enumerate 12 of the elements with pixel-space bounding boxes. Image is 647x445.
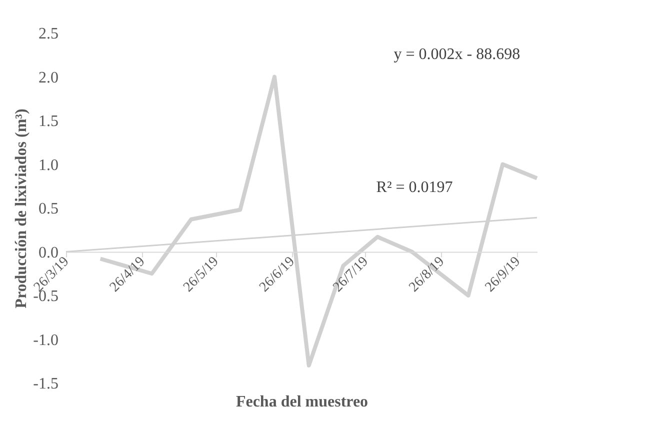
annotation: y = 0.002x - 88.698 <box>394 46 520 63</box>
y-axis-title: Producción de lixiviados (m³) <box>13 108 30 308</box>
y-tick-label: 0.5 <box>38 200 58 218</box>
y-tick-label: -1.0 <box>33 332 58 349</box>
y-tick-label: 1.0 <box>38 156 58 174</box>
x-axis-title: Fecha del muestreo <box>236 394 368 411</box>
y-tick-label: 1.5 <box>38 113 58 130</box>
annotation: R² = 0.0197 <box>376 179 453 196</box>
y-tick-label: 2.0 <box>38 69 58 86</box>
y-tick-label: -1.5 <box>33 376 58 392</box>
y-tick-label: 2.5 <box>38 26 58 42</box>
y-tick-label: 0.0 <box>38 244 58 262</box>
